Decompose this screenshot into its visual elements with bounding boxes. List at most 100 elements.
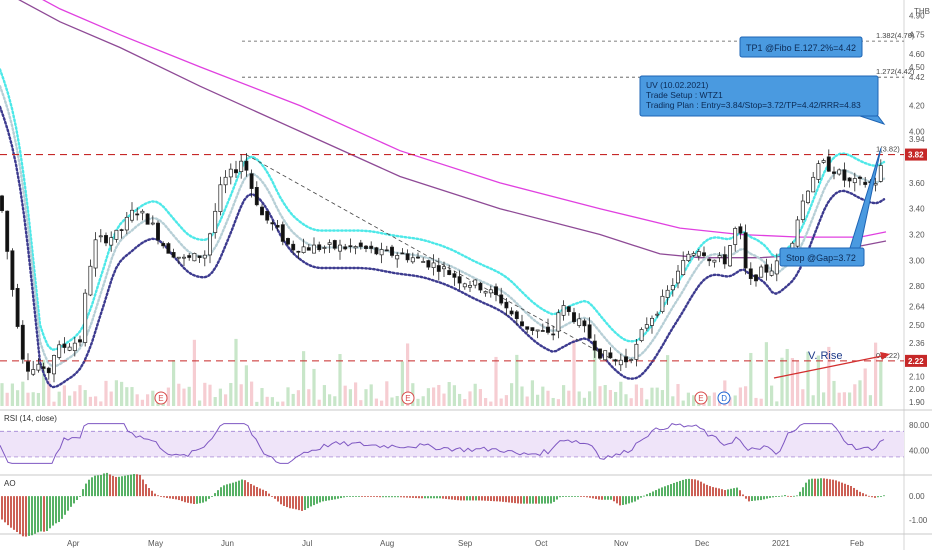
volume-bar: [286, 387, 290, 406]
ao-bar: [304, 496, 306, 510]
setup-box: [639, 75, 879, 117]
candle-body: [587, 324, 592, 339]
ao-bar: [298, 496, 300, 511]
candle-body: [759, 266, 764, 278]
volume-bar: [842, 392, 846, 406]
candle-body: [135, 213, 140, 216]
volume-bar: [504, 395, 508, 406]
ao-bar: [751, 496, 753, 502]
event-marker-label: E: [158, 394, 163, 403]
volume-bar: [151, 390, 155, 406]
ao-bar: [76, 496, 78, 500]
ao-bar: [28, 496, 30, 536]
ao-bar: [826, 478, 828, 497]
volume-bar: [666, 355, 670, 406]
candle-body: [618, 359, 623, 366]
volume-bar: [593, 341, 597, 406]
volume-bar: [229, 382, 233, 406]
volume-bar: [250, 381, 254, 406]
price-tick: 4.20: [909, 102, 925, 111]
candles: [0, 149, 883, 383]
volume-bar: [806, 351, 810, 406]
candle-body: [634, 343, 639, 360]
volume-bar: [333, 396, 337, 406]
ao-bar: [820, 478, 822, 497]
candle-body: [800, 200, 805, 220]
stop-box: [779, 247, 865, 267]
candle-body: [764, 264, 769, 273]
volume-bar: [785, 348, 789, 406]
ao-bar: [403, 496, 405, 498]
ao-bar: [682, 479, 684, 497]
volume-bar: [31, 392, 35, 406]
candle-body: [806, 190, 810, 203]
candle-body: [57, 344, 62, 358]
ao-bar: [160, 496, 162, 497]
ao-bar: [610, 496, 612, 500]
ao-bar: [754, 496, 756, 501]
ao-bar: [271, 496, 273, 497]
volume-bar: [135, 394, 139, 406]
ao-bar: [520, 496, 522, 504]
ao-bar: [46, 496, 48, 532]
ao-bar: [871, 496, 873, 498]
rsi-panel: RSI (14, close) 80.00 40.00: [0, 414, 930, 464]
ao-bar: [67, 496, 69, 511]
candle-body: [863, 181, 868, 185]
volume-bar: [307, 389, 311, 406]
time-tick: Dec: [695, 539, 709, 548]
ao-bar: [817, 478, 819, 497]
ao-bar: [550, 496, 552, 504]
volume-bar: [588, 391, 592, 406]
candle-body: [416, 256, 420, 259]
ao-bar: [319, 496, 321, 503]
volume-bar: [879, 360, 883, 406]
ao-bar: [565, 496, 567, 497]
ao-bar: [730, 488, 732, 497]
volume-bar: [291, 393, 295, 406]
volume-bar: [208, 384, 212, 406]
ao-bar: [100, 474, 102, 497]
volume-bar: [827, 346, 831, 406]
volume-bar: [749, 352, 753, 406]
ao-bar: [862, 493, 864, 497]
candle-body: [36, 363, 41, 371]
candle-body: [270, 222, 275, 225]
volume-bar: [603, 385, 607, 406]
currency-label: THB: [914, 7, 930, 16]
ao-bar: [658, 488, 660, 497]
candle-body: [733, 228, 738, 245]
ao-bar: [544, 496, 546, 504]
volume-bar: [489, 401, 493, 406]
candle-body: [41, 366, 46, 369]
ao-bar: [349, 496, 351, 497]
ao-bar: [562, 496, 564, 497]
volume-bar: [354, 382, 358, 406]
volume-bar: [463, 399, 467, 406]
volume-bar: [582, 397, 586, 406]
ao-bar: [238, 480, 240, 497]
candle-body: [353, 246, 358, 249]
volume-bar: [57, 391, 61, 406]
ao-bar: [472, 496, 474, 501]
ao-bar: [622, 496, 624, 505]
ao-bar: [691, 479, 693, 497]
price-tick: 3.20: [909, 231, 925, 240]
ao-bar: [529, 496, 531, 504]
ao-bar: [688, 478, 690, 497]
volume-bar: [83, 390, 87, 406]
ao-bar: [784, 495, 786, 497]
ao-bar: [496, 496, 498, 502]
ao-bar: [475, 496, 477, 501]
candle-body: [878, 165, 883, 182]
volume-bar: [99, 401, 103, 406]
price-tick: 4.60: [909, 50, 925, 59]
ao-bar: [880, 496, 882, 497]
ao-bar: [838, 481, 840, 497]
volume-bar: [328, 394, 332, 406]
candle-body: [754, 274, 758, 282]
volume-bar: [120, 381, 124, 406]
ao-bar: [247, 482, 249, 497]
candle-body: [98, 235, 103, 238]
ao-bar: [553, 496, 555, 502]
